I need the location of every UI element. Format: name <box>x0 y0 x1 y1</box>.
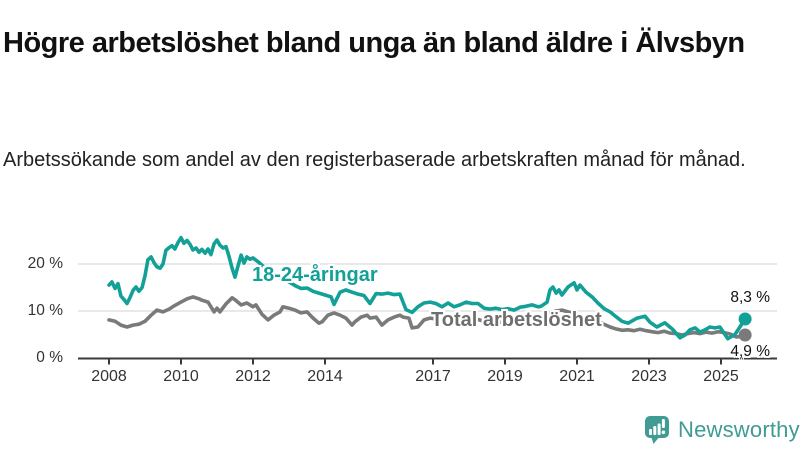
y-tick-label-10: 10 % <box>27 302 63 319</box>
total-series-line <box>107 295 747 339</box>
x-tick-label-2019: 2019 <box>487 368 523 385</box>
x-tick-label-2014: 2014 <box>307 368 343 385</box>
page-title: Högre arbetslöshet bland unga än bland ä… <box>3 27 745 60</box>
x-tick-label-2008: 2008 <box>91 368 127 385</box>
youth-end-value-label: 8,3 % <box>730 289 770 306</box>
total-end-value-label: 4,9 % <box>730 343 770 360</box>
x-tick-label-2012: 2012 <box>235 368 271 385</box>
x-tick-label-2021: 2021 <box>559 368 595 385</box>
x-tick-label-2025: 2025 <box>703 368 739 385</box>
x-tick-label-2017: 2017 <box>415 368 451 385</box>
y-tick-label-20: 20 % <box>27 255 63 272</box>
youth-end-dot <box>738 312 752 326</box>
total-end-dot <box>738 328 752 342</box>
youth-series-label: 18-24-åringar <box>252 264 378 286</box>
newsworthy-logo[interactable]: Newsworthy <box>644 415 800 445</box>
newsworthy-icon <box>645 416 669 444</box>
page-subtitle: Arbetssökande som andel av den registerb… <box>3 149 746 171</box>
youth-series-line <box>107 235 747 341</box>
total-series-label: Total arbetslöshet <box>431 309 602 331</box>
x-tick-label-2023: 2023 <box>631 368 667 385</box>
x-tick-label-2010: 2010 <box>163 368 199 385</box>
y-tick-label-0: 0 % <box>36 349 63 366</box>
newsworthy-wordmark: Newsworthy <box>678 417 800 442</box>
